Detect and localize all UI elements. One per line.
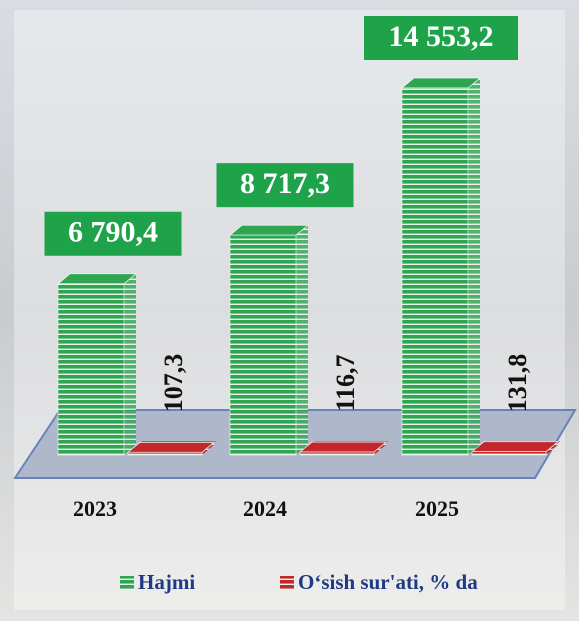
bar <box>472 452 546 455</box>
value-label: 131,8 <box>503 354 532 413</box>
bar-side <box>124 274 136 455</box>
bar-top <box>402 78 480 88</box>
value-label: 116,7 <box>331 354 360 411</box>
value-label: 107,3 <box>159 354 188 413</box>
value-label: 14 553,2 <box>389 20 494 53</box>
x-tick-label: 2024 <box>243 496 287 521</box>
bar <box>128 452 202 455</box>
legend-swatch <box>280 576 294 590</box>
legend-label: Hajmi <box>138 570 195 594</box>
bar-top <box>300 442 386 452</box>
chart: 6 790,4 107,3 2023 8 717,3 116,7 2024 14 553,2… <box>0 0 579 621</box>
bar <box>402 88 468 455</box>
legend-swatch <box>120 576 134 590</box>
bar <box>58 284 124 455</box>
bar-top <box>128 442 214 452</box>
bar-side <box>468 78 480 455</box>
value-label: 8 717,3 <box>240 167 330 200</box>
bar-top <box>472 442 558 452</box>
bar <box>300 452 374 455</box>
x-tick-label: 2025 <box>415 496 459 521</box>
bar-side <box>296 225 308 455</box>
legend-label: O‘sish sur'ati, % da <box>298 570 478 594</box>
bar-top <box>58 274 136 284</box>
bar-top <box>230 225 308 235</box>
x-tick-label: 2023 <box>73 496 117 521</box>
value-label: 6 790,4 <box>68 216 158 249</box>
bar <box>230 235 296 455</box>
